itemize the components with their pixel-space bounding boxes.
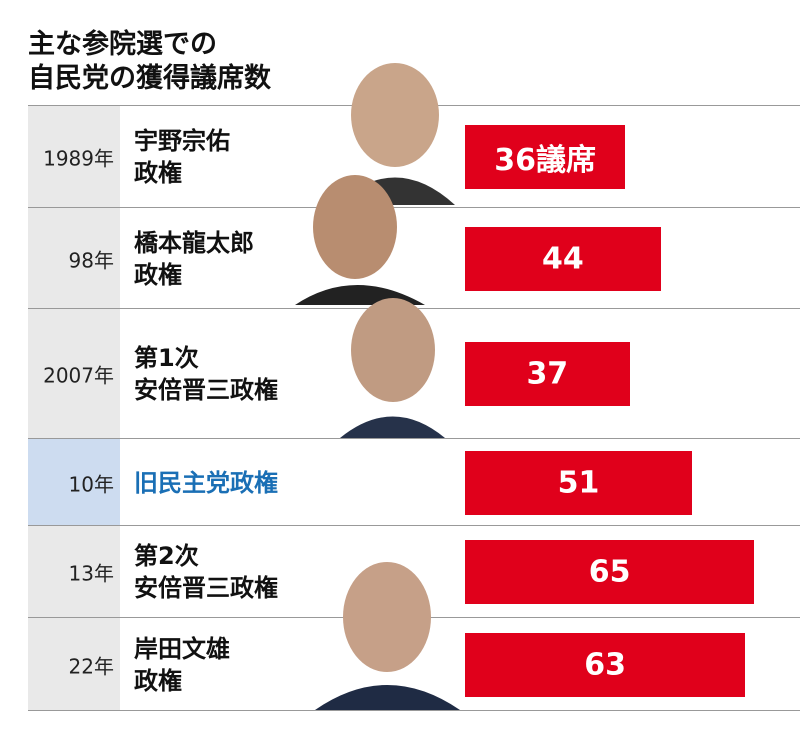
row: 10年 旧民主党政権 51 xyxy=(28,438,800,526)
category-label: 13年 xyxy=(68,561,114,586)
bar: 63 xyxy=(465,632,746,697)
row: 1989年 宇野宗佑 政権 36議席 xyxy=(28,105,800,208)
bar: 51 xyxy=(465,450,692,515)
row: 13年 第2次 安倍晋三政権 65 xyxy=(28,525,800,618)
value-label: 63 xyxy=(584,647,627,682)
row: 22年 岸田文雄 政権 63 xyxy=(28,617,800,711)
portrait xyxy=(295,175,425,305)
category-label: 22年 xyxy=(68,654,114,678)
bar: 37 xyxy=(465,342,630,406)
year-cell: 10年 xyxy=(28,439,120,526)
value-label: 36議席 xyxy=(494,143,596,178)
government-label: 旧民主党政権 xyxy=(134,468,278,497)
value-label: 44 xyxy=(542,241,584,276)
year-cell: 22年 xyxy=(28,618,120,711)
chart-title: 主な参院選での 自民党の獲得議席数 xyxy=(28,29,271,94)
bar: 36議席 xyxy=(465,125,626,189)
value-label: 37 xyxy=(526,356,569,392)
government-label: 岸田文雄 政権 xyxy=(134,634,230,695)
portrait xyxy=(315,562,460,710)
portrait xyxy=(340,298,445,438)
year-cell: 13年 xyxy=(28,526,120,618)
year-cell: 98年 xyxy=(28,208,120,309)
category-label: 10年 xyxy=(68,472,114,496)
government-label: 橋本龍太郎 政権 xyxy=(134,228,254,289)
value-label: 51 xyxy=(557,465,600,500)
year-cell: 1989年 xyxy=(28,106,120,208)
row-border xyxy=(28,710,800,711)
row: 98年 橋本龍太郎 政権 44 xyxy=(28,207,800,309)
government-label: 第2次 安倍晋三政権 xyxy=(134,542,278,602)
bar: 44 xyxy=(465,226,661,291)
value-label: 65 xyxy=(588,554,631,590)
category-label: 98年 xyxy=(68,248,114,272)
government-label: 宇野宗佑 政権 xyxy=(134,127,230,187)
category-label: 2007年 xyxy=(43,363,114,388)
row: 2007年 第1次 安倍晋三政権 37 xyxy=(28,308,800,439)
category-label: 1989年 xyxy=(43,146,114,171)
year-cell: 2007年 xyxy=(28,309,120,439)
bar: 65 xyxy=(465,540,755,604)
government-label: 第1次 安倍晋三政権 xyxy=(134,344,278,404)
